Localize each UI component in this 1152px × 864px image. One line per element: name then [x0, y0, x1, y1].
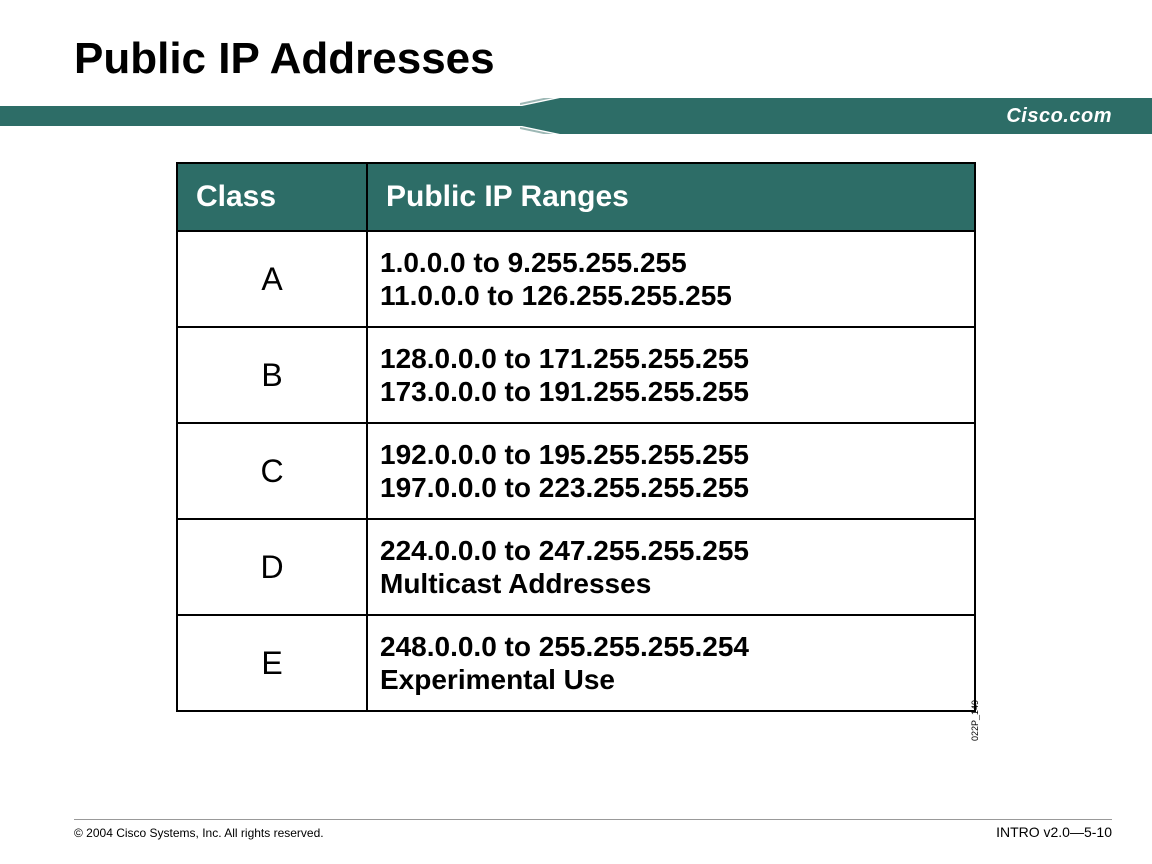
range-line: 224.0.0.0 to 247.255.255.255 — [380, 535, 749, 566]
class-cell: A — [177, 231, 367, 327]
range-line: 11.0.0.0 to 126.255.255.255 — [380, 280, 732, 311]
table-row: A 1.0.0.0 to 9.255.255.255 11.0.0.0 to 1… — [177, 231, 975, 327]
range-cell: 192.0.0.0 to 195.255.255.255 197.0.0.0 t… — [367, 423, 975, 519]
title-banner: Cisco.com — [0, 98, 1152, 134]
range-line: 173.0.0.0 to 191.255.255.255 — [380, 376, 749, 407]
range-line: 248.0.0.0 to 255.255.255.254 — [380, 631, 749, 662]
class-cell: E — [177, 615, 367, 711]
table-row: C 192.0.0.0 to 195.255.255.255 197.0.0.0… — [177, 423, 975, 519]
banner-right-bar: Cisco.com — [560, 98, 1152, 134]
range-cell: 248.0.0.0 to 255.255.255.254 Experimenta… — [367, 615, 975, 711]
footer-slide-ref: INTRO v2.0—5-10 — [996, 824, 1112, 840]
banner-left-bar — [0, 106, 522, 126]
header-ranges: Public IP Ranges — [367, 163, 975, 231]
range-line: Multicast Addresses — [380, 568, 651, 599]
footer-divider — [74, 819, 1112, 820]
header-class: Class — [177, 163, 367, 231]
brand-text: Cisco.com — [1006, 105, 1112, 128]
range-line: Experimental Use — [380, 664, 615, 695]
ip-ranges-table: Class Public IP Ranges A 1.0.0.0 to 9.25… — [176, 162, 976, 712]
range-line: 192.0.0.0 to 195.255.255.255 — [380, 439, 749, 470]
range-cell: 1.0.0.0 to 9.255.255.255 11.0.0.0 to 126… — [367, 231, 975, 327]
range-line: 197.0.0.0 to 223.255.255.255 — [380, 472, 749, 503]
class-cell: B — [177, 327, 367, 423]
table-row: D 224.0.0.0 to 247.255.255.255 Multicast… — [177, 519, 975, 615]
class-cell: C — [177, 423, 367, 519]
table-row: E 248.0.0.0 to 255.255.255.254 Experimen… — [177, 615, 975, 711]
range-cell: 224.0.0.0 to 247.255.255.255 Multicast A… — [367, 519, 975, 615]
side-code: 022P_149 — [970, 700, 980, 741]
banner-diagonal — [520, 98, 564, 134]
class-cell: D — [177, 519, 367, 615]
slide-title: Public IP Addresses — [74, 34, 495, 84]
range-line: 1.0.0.0 to 9.255.255.255 — [380, 247, 687, 278]
table-header-row: Class Public IP Ranges — [177, 163, 975, 231]
table-row: B 128.0.0.0 to 171.255.255.255 173.0.0.0… — [177, 327, 975, 423]
range-line: 128.0.0.0 to 171.255.255.255 — [380, 343, 749, 374]
footer-copyright: © 2004 Cisco Systems, Inc. All rights re… — [74, 826, 324, 840]
range-cell: 128.0.0.0 to 171.255.255.255 173.0.0.0 t… — [367, 327, 975, 423]
